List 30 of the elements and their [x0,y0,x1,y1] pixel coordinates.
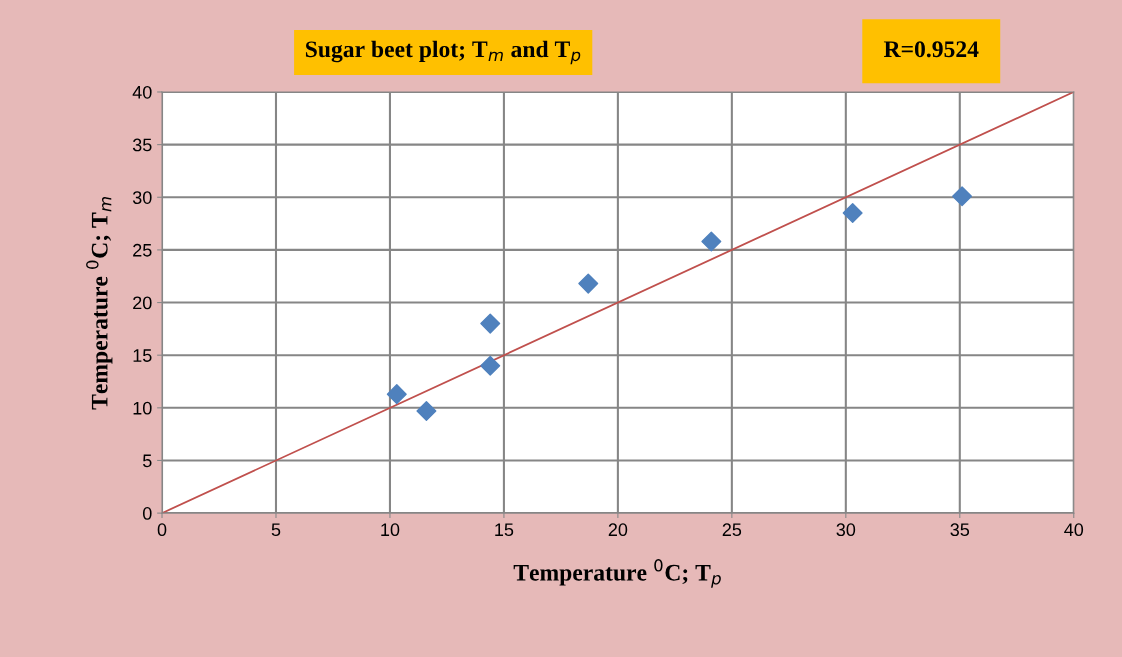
y-tick-label: 25 [133,243,152,257]
x-tick-label: 30 [836,523,856,537]
y-tick-label: 20 [133,296,152,310]
y-tick-label: 30 [132,191,152,204]
point [842,203,863,224]
point [480,313,501,334]
y-tick-label: 0 [142,507,152,520]
text: R=0.9524 [883,41,979,58]
x-axis-title: Temperature $^{0}$C; T$_{p}$ [513,559,721,588]
x-tick-label: 20 [608,523,628,537]
y-tick-label: 40 [132,85,152,99]
chart-title: Sugar beet plot; T$_{m}$ and T$_{p}$ [305,40,581,65]
y-tick-label: 10 [133,401,152,415]
y-tick-label: 5 [142,454,152,468]
x-tick-label: 10 [381,523,400,537]
x-tick-label: 15 [495,523,514,537]
point [701,231,722,252]
y-axis-title: Temperature $^{0}$C; T$_{m}$ [86,197,113,410]
point [578,273,599,294]
point [480,355,501,376]
point [386,384,407,405]
x-tick-label: 40 [1064,523,1084,537]
y-tick-label: 15 [133,349,152,362]
x-tick-label: 5 [271,523,281,537]
x-tick-label: 35 [950,523,970,537]
point [952,186,973,207]
point [416,400,437,422]
y-tick-label: 35 [132,138,152,152]
x-tick-label: 0 [157,523,167,537]
x-tick-label: 25 [722,523,742,537]
